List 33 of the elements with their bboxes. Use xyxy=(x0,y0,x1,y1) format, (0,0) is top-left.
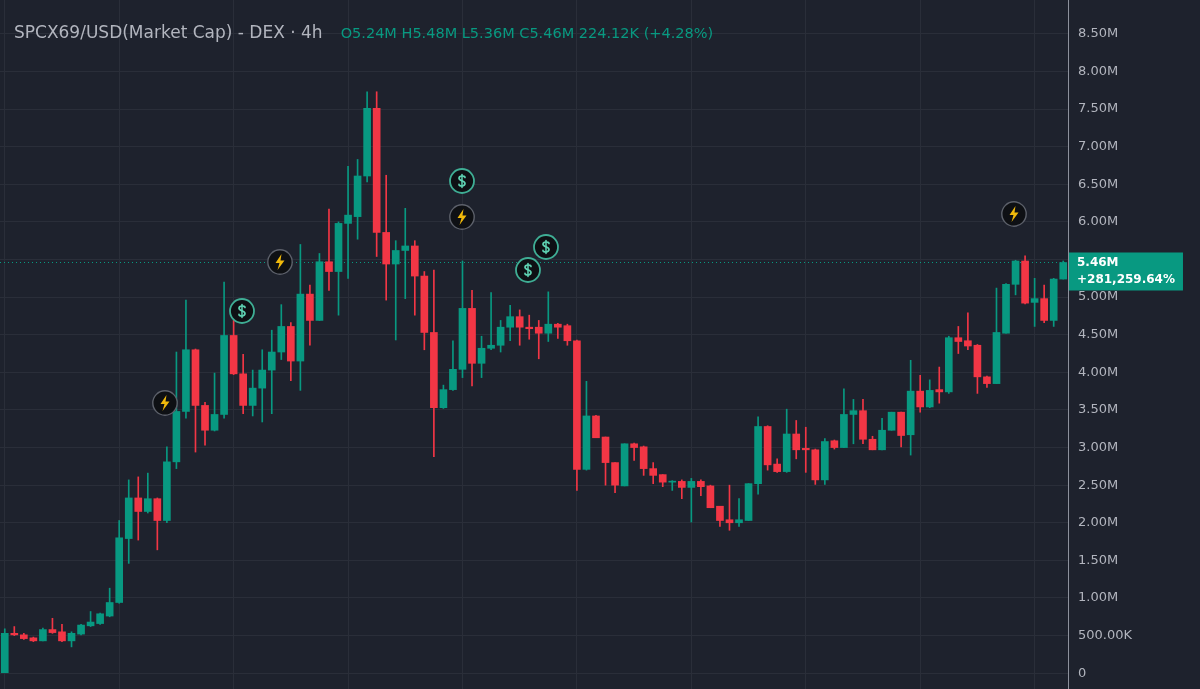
y-tick-label: 8.50M xyxy=(1078,25,1119,41)
y-tick-label: 6.50M xyxy=(1078,175,1119,191)
candlestick xyxy=(325,208,333,291)
candlestick xyxy=(344,165,352,279)
candlestick xyxy=(487,292,495,351)
y-tick-label: 4.00M xyxy=(1078,363,1119,379)
y-tick-label: 1.00M xyxy=(1078,589,1119,605)
candlestick xyxy=(964,312,972,351)
candlestick xyxy=(258,349,267,423)
y-tick-label: 5.00M xyxy=(1078,288,1119,304)
y-tick-label: 500.00K xyxy=(1078,626,1133,642)
y-tick-label: 4.50M xyxy=(1078,326,1119,342)
candlestick xyxy=(134,476,143,541)
candlestick xyxy=(10,626,19,636)
candlestick xyxy=(554,323,562,339)
y-tick-label: 8.00M xyxy=(1078,62,1119,78)
y-tick-label: 3.50M xyxy=(1078,401,1119,417)
y-tick-label: 3.00M xyxy=(1078,438,1119,454)
y-tick-label: 2.50M xyxy=(1078,476,1119,492)
annotation: O5.24M H5.48M L5.36M C5.46M 224.12K (+4.28%) xyxy=(340,25,714,41)
y-tick-label: 7.50M xyxy=(1078,100,1119,116)
candlestick xyxy=(935,366,944,404)
y-tick-label: 1.50M xyxy=(1078,551,1119,567)
candlestick xyxy=(544,291,553,342)
text: SPCX69/USD(Market Cap) - DEX · 4h xyxy=(14,22,323,42)
candlestick xyxy=(735,498,743,527)
y-tick-label: 0 xyxy=(1078,664,1087,680)
candlestick xyxy=(534,320,543,360)
y-tick-label: 2.00M xyxy=(1078,514,1119,530)
ref-line-label: 5.46M +281,259.64% xyxy=(1077,254,1175,286)
y-tick-label: 7.00M xyxy=(1078,138,1119,154)
candlestick xyxy=(267,329,276,415)
y-tick-label: 6.00M xyxy=(1078,213,1119,229)
